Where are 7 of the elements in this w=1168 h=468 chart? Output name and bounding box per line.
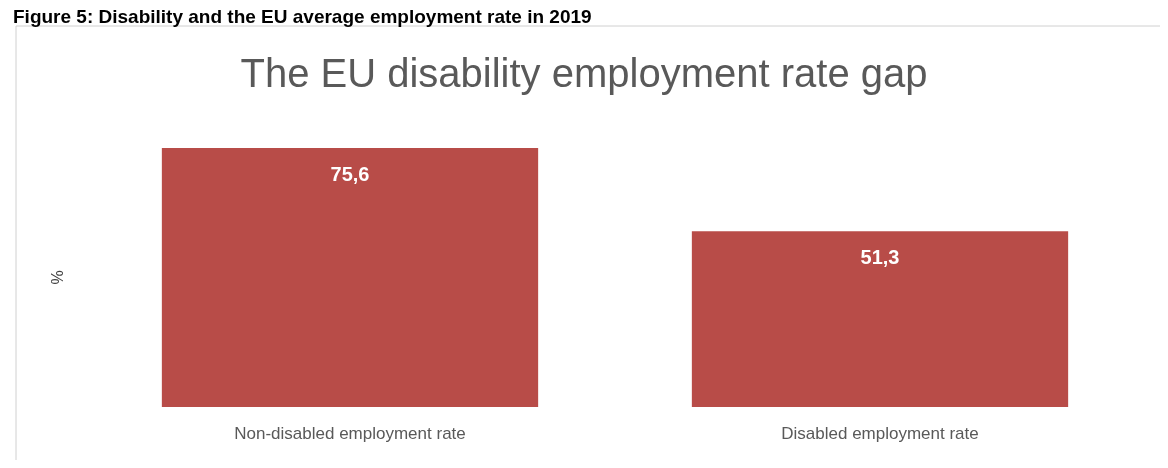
chart-subtitle: The EU disability employment rate gap [240, 51, 928, 95]
data-label: 75,6 [330, 163, 370, 185]
data-label: 51,3 [860, 246, 900, 269]
x-tick-label: Disabled employment rate [781, 424, 979, 443]
y-axis-title: % [48, 270, 66, 285]
x-tick-label: Non-disabled employment rate [234, 424, 466, 443]
chart-title: Figure 5: Disability and the EU average employment rate in 2019 [13, 6, 592, 27]
